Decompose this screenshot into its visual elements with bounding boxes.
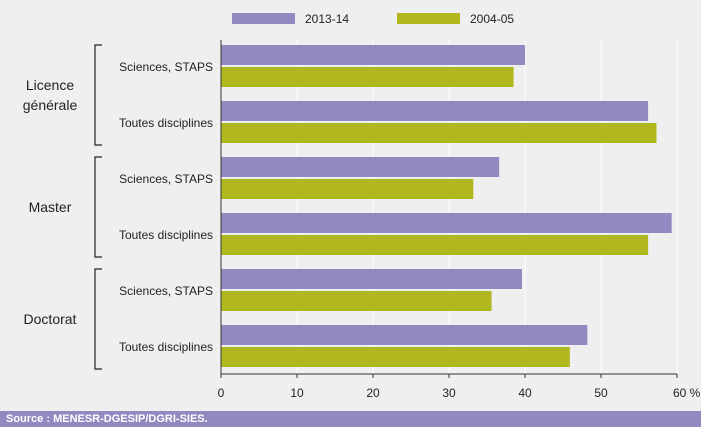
category-label: Sciences, STAPS	[119, 172, 213, 186]
group-bracket	[94, 44, 102, 146]
source-text: Source : MENESR-DGESIP/DGRI-SIES.	[6, 413, 208, 425]
bar	[221, 325, 588, 345]
group-bracket	[94, 156, 102, 258]
group-label: Doctorat	[24, 311, 77, 327]
x-tick-label: 20	[366, 386, 380, 400]
legend-swatch	[232, 13, 295, 24]
source-bar: Source : MENESR-DGESIP/DGRI-SIES.	[0, 411, 701, 427]
category-label: Toutes disciplines	[119, 340, 213, 354]
bar	[221, 269, 522, 289]
legend-swatch	[397, 13, 460, 24]
bar	[221, 101, 649, 121]
bar	[221, 347, 570, 367]
bar	[221, 67, 514, 87]
category-label: Toutes disciplines	[119, 228, 213, 242]
bar	[221, 213, 672, 233]
x-tick-label: 0	[218, 386, 225, 400]
x-tick-label: 40	[518, 386, 532, 400]
bar-chart: 2013-14 2004-05 Sciences, STAPS Toutes disc…	[23, 12, 701, 400]
x-tick-label: 30	[442, 386, 456, 400]
group-label: Master	[29, 199, 72, 215]
legend-label: 2013-14	[305, 12, 349, 26]
bar	[221, 235, 649, 255]
category-label: Sciences, STAPS	[119, 284, 213, 298]
group-label: générale	[23, 97, 78, 113]
bar	[221, 179, 474, 199]
bar	[221, 45, 525, 65]
x-tick-label: 50	[594, 386, 608, 400]
x-tick-label: 60 %	[673, 386, 701, 400]
bar	[221, 157, 500, 177]
x-tick-label: 10	[290, 386, 304, 400]
bar	[221, 123, 657, 143]
group-label: Licence	[26, 77, 74, 93]
bar	[221, 291, 492, 311]
category-label: Sciences, STAPS	[119, 60, 213, 74]
group-bracket	[94, 268, 102, 370]
category-label: Toutes disciplines	[119, 116, 213, 130]
legend-label: 2004-05	[470, 12, 514, 26]
